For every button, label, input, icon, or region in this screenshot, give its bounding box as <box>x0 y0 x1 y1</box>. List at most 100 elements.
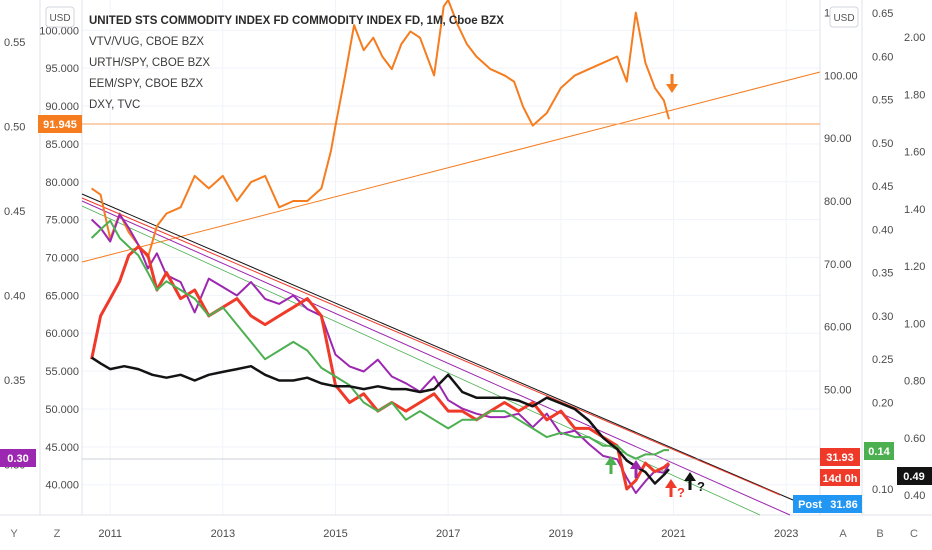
x-tick-label: 2011 <box>98 528 122 540</box>
right2-axis[interactable]: 0.65 0.60 0.55 0.50 0.45 0.40 0.35 0.30 0.25 0.20… <box>872 8 893 496</box>
left-tick-label: 60.000 <box>45 328 79 340</box>
left-tick-label: 80.000 <box>45 177 79 189</box>
left-tick-label: 75.000 <box>45 215 79 227</box>
legend-vtv-vug[interactable]: VTV/VUG, CBOE BZX <box>89 36 204 48</box>
orange-trendline[interactable] <box>81 71 821 263</box>
trendlines[interactable] <box>81 71 821 516</box>
right2-tick-label: 0.10 <box>872 484 893 496</box>
price-tag-dxy-left: 91.945 <box>38 115 82 133</box>
right3-tick-label: 0.80 <box>904 376 925 388</box>
right2-tick-label: 0.40 <box>872 224 893 236</box>
right2-tick-label: 0.35 <box>872 268 893 280</box>
left-tick-label: 70.000 <box>45 253 79 265</box>
right3-tick-label: 1.60 <box>904 147 925 159</box>
series-layer[interactable] <box>90 0 670 494</box>
left-tick-label: 95.000 <box>45 63 79 75</box>
far-left-axis[interactable]: 0.55 0.50 0.45 0.40 0.35 0.30 <box>4 37 25 471</box>
x-tick-label: 2019 <box>549 528 573 540</box>
left-tick-label: 65.000 <box>45 290 79 302</box>
far-left-tick-label: 0.40 <box>4 290 25 302</box>
series-line-united-sts-commodity-index-fd[interactable] <box>91 0 670 259</box>
right1-tick-label: 70.00 <box>824 259 852 271</box>
right3-tick-label: 1.20 <box>904 261 925 273</box>
x-axis[interactable]: 2011 2013 2015 2017 2019 2021 2023 <box>98 528 798 540</box>
left-tick-label: 40.000 <box>45 480 79 492</box>
right1-tick-label: 50.00 <box>824 384 852 396</box>
black-trendline[interactable] <box>81 193 801 504</box>
red-up-arrow <box>665 479 677 497</box>
x-tick-label: 2023 <box>774 528 798 540</box>
corner-label-z[interactable]: Z <box>54 528 61 540</box>
left-tick-label: 85.000 <box>45 139 79 151</box>
right1-tick-label: 80.00 <box>824 196 852 208</box>
right2-tick-label: 0.25 <box>872 354 893 366</box>
price-tag-dxy-right: 0.49 <box>897 467 932 485</box>
right2-tick-label: 0.20 <box>872 397 893 409</box>
right3-tick-label: 1.40 <box>904 204 925 216</box>
price-tag-urth: 31.93 <box>820 448 860 466</box>
right2-tick-label: 0.30 <box>872 311 893 323</box>
price-tag-countdown: 14d 0h <box>820 469 860 486</box>
svg-text:USD: USD <box>49 13 70 24</box>
left-axis[interactable]: 100.000 95.000 90.000 85.000 80.000 75.000 70.… <box>39 25 79 491</box>
unit-label-left[interactable]: USD <box>45 6 75 28</box>
price-tag-eem: 0.14 <box>864 442 894 460</box>
legend-dxy[interactable]: DXY, TVC <box>89 99 140 111</box>
grid-lines <box>82 0 820 515</box>
far-left-tick-label: 0.50 <box>4 122 25 134</box>
right1-tick-label: 60.00 <box>824 322 852 334</box>
series-line-dxy[interactable] <box>90 356 670 485</box>
svg-text:0.30: 0.30 <box>7 453 28 465</box>
left-tick-label: 45.000 <box>45 442 79 454</box>
left-tick-label: 50.000 <box>45 404 79 416</box>
right1-tick-label: 100.00 <box>824 70 858 82</box>
right3-tick-label: 1.80 <box>904 89 925 101</box>
right3-axis[interactable]: 2.00 1.80 1.60 1.40 1.20 1.00 0.80 0.60 0.40 <box>904 32 925 502</box>
x-tick-label: 2017 <box>436 528 460 540</box>
left-tick-label: 100.000 <box>39 25 79 37</box>
corner-label-c[interactable]: C <box>910 528 918 540</box>
purple-up-arrow <box>630 460 642 478</box>
corner-label-y[interactable]: Y <box>10 528 18 540</box>
black-up-arrow <box>684 472 696 490</box>
x-tick-label: 2015 <box>323 528 347 540</box>
green-up-arrow <box>605 456 617 474</box>
corner-label-a[interactable]: A <box>839 528 847 540</box>
right1-tick-label: 90.00 <box>824 133 852 145</box>
legend[interactable]: UNITED STS COMMODITY INDEX FD COMMODITY … <box>89 15 504 111</box>
corner-label-b[interactable]: B <box>876 528 883 540</box>
right3-tick-label: 2.00 <box>904 32 925 44</box>
svg-text:Post: Post <box>798 499 822 511</box>
right2-tick-label: 0.50 <box>872 138 893 150</box>
red-trendline[interactable] <box>81 197 781 496</box>
svg-text:31.93: 31.93 <box>826 452 854 464</box>
black-question-mark: ? <box>697 479 705 494</box>
right3-tick-label: 0.60 <box>904 433 925 445</box>
svg-text:0.14: 0.14 <box>868 446 890 458</box>
right3-tick-label: 1.00 <box>904 318 925 330</box>
series-line-eem-spy[interactable] <box>90 219 669 460</box>
purple-trendline[interactable] <box>81 200 791 516</box>
far-left-tick-label: 0.45 <box>4 206 25 218</box>
right2-tick-label: 0.60 <box>872 51 893 63</box>
legend-urth-spy[interactable]: URTH/SPY, CBOE BZX <box>89 57 210 69</box>
svg-text:91.945: 91.945 <box>43 119 77 131</box>
legend-eem-spy[interactable]: EEM/SPY, CBOE BZX <box>89 78 204 90</box>
right2-tick-label: 0.65 <box>872 8 893 20</box>
left-tick-label: 90.000 <box>45 101 79 113</box>
right2-tick-label: 0.45 <box>872 181 893 193</box>
unit-label-right[interactable]: USD <box>829 6 859 28</box>
svg-text:31.86: 31.86 <box>830 499 858 511</box>
chart-title: UNITED STS COMMODITY INDEX FD COMMODITY … <box>89 15 504 27</box>
annotations: ? ? <box>605 74 705 500</box>
right1-axis[interactable]: 110.00100.0090.0080.0070.0060.0050.0040.… <box>824 8 858 460</box>
series-line-vtv-vug[interactable] <box>90 213 670 494</box>
x-tick-label: 2013 <box>211 528 235 540</box>
svg-text:14d 0h: 14d 0h <box>823 473 858 485</box>
price-tag-vtv: 0.30 <box>0 449 36 467</box>
right2-tick-label: 0.55 <box>872 95 893 107</box>
post-market-tag: Post 31.86 <box>793 495 862 513</box>
left-tick-label: 55.000 <box>45 366 79 378</box>
svg-text:USD: USD <box>833 13 854 24</box>
